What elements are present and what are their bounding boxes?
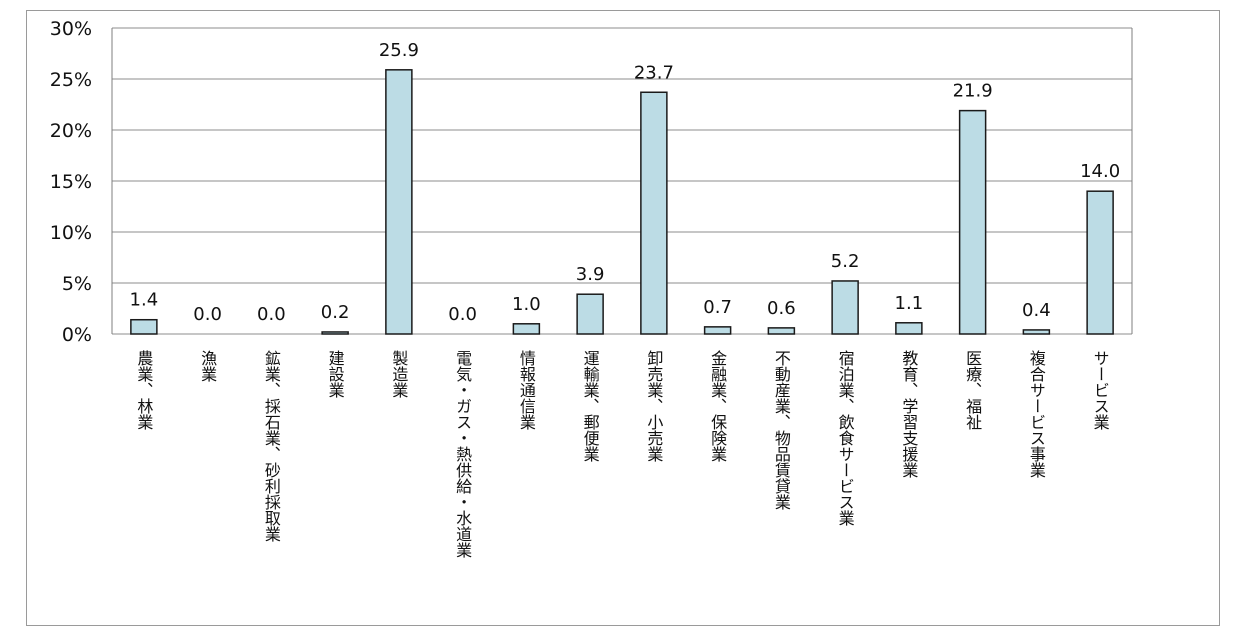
bar [831, 280, 859, 335]
y-tick-label: 20% [50, 120, 92, 142]
value-label: 1.0 [512, 294, 541, 315]
bar [640, 91, 668, 335]
bar [1022, 329, 1051, 335]
bar [576, 293, 604, 335]
value-label: 3.9 [576, 264, 605, 285]
y-tick-label: 15% [50, 171, 92, 193]
value-label: 5.2 [831, 251, 860, 272]
value-label: 0.7 [703, 297, 732, 318]
category-label: 卸売業、小売業 [644, 350, 663, 462]
category-label: 農業、林業 [134, 350, 153, 430]
value-label: 14.0 [1080, 161, 1120, 182]
bar [703, 326, 732, 335]
bar [1086, 190, 1114, 335]
y-tick-label: 30% [50, 18, 92, 40]
bar [385, 69, 413, 335]
value-label: 0.0 [257, 304, 286, 325]
category-label: 複合サービス事業 [1027, 350, 1046, 478]
y-tick-label: 25% [50, 69, 92, 91]
bar [895, 322, 923, 335]
category-label: 運輸業、郵便業 [581, 350, 600, 462]
value-label: 1.1 [895, 293, 924, 314]
value-label: 1.4 [130, 290, 159, 311]
category-label: 金融業、保険業 [708, 350, 727, 462]
bar [512, 323, 541, 335]
value-label: 21.9 [953, 81, 993, 102]
value-label: 0.4 [1022, 300, 1051, 321]
value-label: 0.0 [193, 304, 222, 325]
bar [130, 318, 158, 335]
category-label: 鉱業、採石業、砂利採取業 [262, 350, 281, 542]
value-label: 23.7 [634, 62, 674, 83]
category-label: 情報通信業 [517, 350, 536, 430]
category-label: 不動産業、物品賃貸業 [772, 350, 791, 510]
category-label: 電気・ガス・熱供給・水道業 [453, 350, 472, 558]
y-axis-tick-labels: 0% 5% 10% 15% 20% 25% 30% [50, 18, 92, 346]
value-label: 25.9 [379, 40, 419, 61]
value-label: 0.2 [321, 302, 350, 323]
category-label: 教育、学習支援業 [899, 350, 918, 478]
category-label: 宿泊業、飲食サービス業 [836, 350, 855, 526]
bar [767, 327, 796, 335]
value-label: 0.6 [767, 298, 796, 319]
bars [130, 69, 1114, 335]
category-label: 製造業 [389, 350, 408, 398]
y-tick-label: 0% [62, 324, 92, 346]
x-axis-category-labels: 農業、林業 漁業 鉱業、採石業、砂利採取業 建設業 製造業 電気・ガス・熱供給・水道業 情報… [134, 350, 1109, 558]
bar [958, 109, 987, 335]
bar [321, 331, 349, 335]
value-label: 0.0 [448, 304, 477, 325]
y-tick-label: 5% [62, 273, 92, 295]
category-label: 建設業 [326, 350, 345, 398]
value-labels: 1.4 0.0 0.0 0.2 25.9 0.0 1.0 3.9 23.7 0.7 0.6 5.2 1.… [130, 40, 1121, 325]
chart-frame [26, 10, 1220, 626]
category-label: サービス業 [1091, 350, 1110, 430]
y-tick-label: 10% [50, 222, 92, 244]
category-label: 漁業 [198, 350, 217, 382]
category-label: 医療、福祉 [963, 350, 982, 430]
